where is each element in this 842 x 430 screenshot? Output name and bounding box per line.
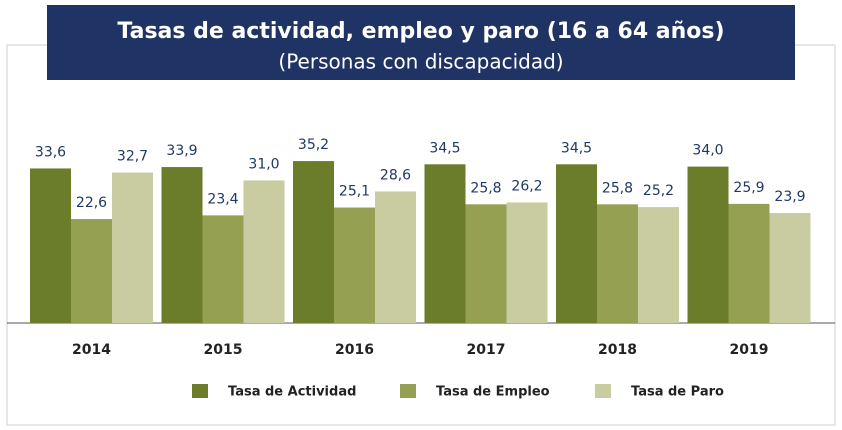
bar	[507, 202, 548, 323]
value-label: 22,6	[76, 195, 107, 211]
chart: Tasas de actividad, empleo y paro (16 a …	[0, 0, 842, 430]
value-label: 23,9	[774, 189, 805, 205]
value-label: 32,7	[117, 149, 148, 165]
bar	[112, 173, 153, 323]
value-label: 34,5	[429, 140, 460, 156]
value-label: 34,0	[692, 143, 723, 159]
value-label: 26,2	[511, 178, 542, 194]
bar	[71, 219, 112, 323]
x-tick-label: 2018	[598, 342, 637, 358]
value-label: 25,9	[733, 180, 764, 196]
bar	[688, 167, 729, 323]
bar	[293, 161, 334, 323]
legend-swatch	[400, 384, 416, 398]
value-label: 25,8	[470, 180, 501, 196]
legend-label: Tasa de Actividad	[228, 385, 356, 400]
value-label: 23,4	[207, 191, 238, 207]
bar	[597, 204, 638, 323]
x-tick-label: 2017	[467, 342, 506, 358]
bar	[244, 180, 285, 323]
value-label: 25,1	[339, 184, 370, 200]
legend-swatch	[595, 384, 611, 398]
bar	[466, 204, 507, 323]
legend-label: Tasa de Empleo	[436, 385, 550, 400]
value-label: 35,2	[298, 137, 329, 153]
chart-title: Tasas de actividad, empleo y paro (16 a …	[117, 19, 724, 44]
x-tick-label: 2016	[335, 342, 374, 358]
value-label: 33,9	[166, 143, 197, 159]
legend-label: Tasa de Paro	[631, 385, 724, 400]
x-tick-label: 2015	[204, 342, 243, 358]
bar	[162, 167, 203, 323]
value-label: 25,2	[643, 183, 674, 199]
bar	[334, 208, 375, 323]
value-label: 25,8	[602, 180, 633, 196]
bar	[375, 191, 416, 323]
bar	[638, 207, 679, 323]
x-tick-label: 2014	[72, 342, 111, 358]
value-label: 34,5	[561, 140, 592, 156]
x-tick-label: 2019	[730, 342, 769, 358]
bar	[203, 215, 244, 323]
value-label: 33,6	[35, 144, 66, 160]
bar	[729, 204, 770, 323]
legend-swatch	[192, 384, 208, 398]
value-label: 31,0	[248, 156, 279, 172]
bar	[556, 164, 597, 323]
bar	[770, 213, 811, 323]
bar	[30, 168, 71, 323]
bar	[425, 164, 466, 323]
value-label: 28,6	[380, 167, 411, 183]
chart-subtitle: (Personas con discapacidad)	[278, 50, 563, 74]
